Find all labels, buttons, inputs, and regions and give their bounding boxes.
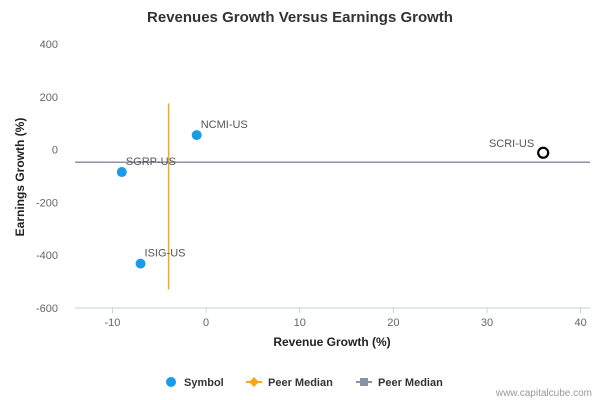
- point-scri-us[interactable]: [537, 146, 550, 159]
- legend: Symbol Peer Median Peer Median: [166, 377, 443, 389]
- data-points: NCMI-US SGRP-US ISIG-US SCRI-US: [116, 119, 550, 269]
- legend-label-symbol: Symbol: [184, 377, 224, 389]
- legend-item-peer-median-y[interactable]: Peer Median: [356, 377, 443, 389]
- x-tick-label: 10: [294, 317, 306, 329]
- legend-item-peer-median-x[interactable]: Peer Median: [246, 377, 333, 389]
- plot-area: -10 0 10 20 30 40 400 200 0 -200 -400 -600 NCMI-US…: [36, 39, 590, 329]
- legend-diamond-marker: [249, 377, 259, 387]
- legend-item-symbol[interactable]: Symbol: [166, 377, 224, 389]
- y-tick-label: -600: [36, 303, 58, 315]
- chart-title: Revenues Growth Versus Earnings Growth: [147, 9, 453, 26]
- point-label-sgrp-us: SGRP-US: [126, 156, 176, 168]
- point-label-scri-us: SCRI-US: [489, 138, 534, 150]
- point-label-isig-us: ISIG-US: [145, 248, 186, 260]
- y-tick-label: 0: [52, 145, 58, 157]
- x-tick-label: -10: [105, 317, 121, 329]
- y-axis-ticks: 400 200 0 -200 -400 -600: [36, 39, 58, 315]
- x-axis-ticks: -10 0 10 20 30 40: [105, 308, 587, 329]
- x-tick-label: 30: [481, 317, 493, 329]
- x-axis-label: Revenue Growth (%): [273, 335, 390, 349]
- y-axis-label: Earnings Growth (%): [13, 118, 27, 237]
- legend-circle-marker: [166, 377, 176, 387]
- legend-label-peer-median-x: Peer Median: [268, 377, 333, 389]
- y-tick-label: -400: [36, 250, 58, 262]
- y-tick-label: -200: [36, 197, 58, 209]
- x-tick-label: 40: [575, 317, 587, 329]
- credit-text: www.capitalcube.com: [495, 388, 592, 399]
- y-tick-label: 400: [40, 39, 58, 51]
- point-label-ncmi-us: NCMI-US: [201, 119, 248, 131]
- legend-label-peer-median-y: Peer Median: [378, 377, 443, 389]
- y-tick-label: 200: [40, 92, 58, 104]
- point-isig-us[interactable]: [135, 258, 146, 269]
- x-tick-label: 20: [387, 317, 399, 329]
- x-tick-label: 0: [203, 317, 209, 329]
- point-ncmi-us[interactable]: [191, 130, 202, 141]
- point-sgrp-us[interactable]: [116, 167, 127, 178]
- legend-square-marker: [360, 378, 368, 386]
